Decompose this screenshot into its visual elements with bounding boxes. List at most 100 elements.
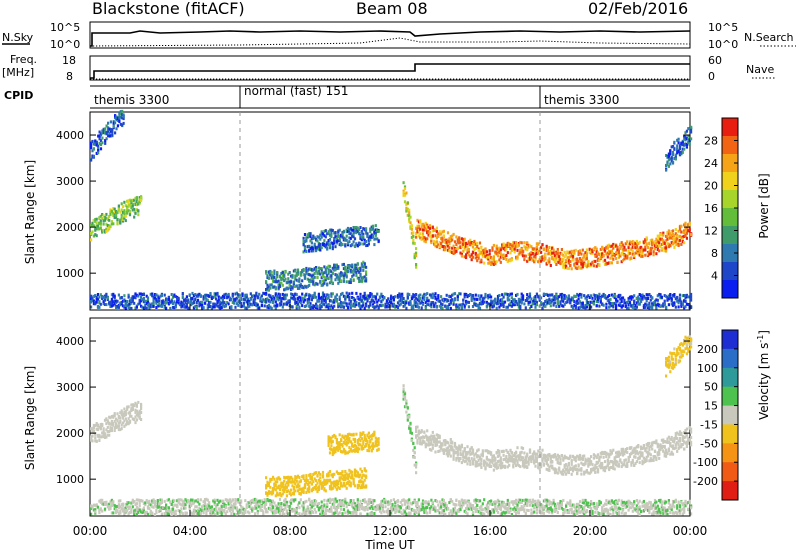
heatmap-cell	[352, 432, 355, 436]
heatmap-cell	[445, 299, 448, 303]
heatmap-cell	[269, 305, 272, 309]
heatmap-cell	[417, 432, 420, 436]
heatmap-cell	[258, 292, 261, 296]
heatmap-cell	[423, 430, 426, 434]
heatmap-cell	[594, 254, 597, 258]
heatmap-cell	[278, 293, 282, 297]
heatmap-cell	[569, 250, 572, 254]
heatmap-cell	[283, 475, 286, 479]
heatmap-cell	[573, 300, 576, 304]
heatmap-cell	[210, 305, 213, 309]
heatmap-cell	[401, 300, 404, 304]
heatmap-cell	[290, 475, 293, 479]
heatmap-cell	[684, 142, 687, 146]
heatmap-cell	[481, 254, 484, 258]
heatmap-cell	[342, 301, 345, 305]
heatmap-cell	[285, 490, 288, 493]
heatmap-cell	[434, 229, 437, 232]
heatmap-cell	[294, 274, 297, 278]
heatmap-cell	[487, 257, 490, 261]
heatmap-cell	[342, 262, 345, 266]
heatmap-cell	[309, 268, 312, 271]
heatmap-cell	[627, 297, 630, 301]
heatmap-cell	[441, 306, 444, 310]
heatmap-cell	[133, 418, 136, 422]
heatmap-cell	[353, 468, 357, 472]
heatmap-cell	[684, 221, 687, 225]
heatmap-cell	[373, 300, 376, 304]
heatmap-cell	[310, 305, 313, 309]
heatmap-cell	[491, 248, 494, 252]
heatmap-cell	[390, 301, 393, 305]
heatmap-cell	[356, 276, 359, 280]
heatmap-cell	[501, 245, 504, 249]
heatmap-cell	[419, 297, 422, 300]
heatmap-cell	[438, 230, 441, 234]
heatmap-cell	[510, 292, 513, 296]
heatmap-cell	[176, 297, 179, 300]
heatmap-cell	[359, 439, 362, 443]
heatmap-cell	[91, 296, 94, 300]
heatmap-cell	[321, 475, 325, 479]
heatmap-cell	[442, 439, 445, 443]
heatmap-cell	[660, 248, 663, 252]
heatmap-cell	[333, 231, 336, 235]
heatmap-cell	[442, 448, 445, 452]
heatmap-cell	[206, 303, 209, 307]
heatmap-cell	[302, 268, 305, 271]
heatmap-cell	[99, 139, 103, 143]
heatmap-cell	[455, 450, 458, 454]
heatmap-cell	[469, 255, 472, 259]
heatmap-cell	[327, 241, 330, 245]
heatmap-cell	[428, 435, 432, 439]
heatmap-cell	[467, 459, 470, 463]
heatmap-cell	[431, 226, 434, 230]
heatmap-cell	[306, 284, 309, 288]
heatmap-cell	[509, 457, 512, 461]
heatmap-cell	[494, 260, 497, 264]
heatmap-cell	[627, 299, 630, 303]
heatmap-cell	[381, 295, 384, 299]
heatmap-cell	[135, 200, 138, 204]
heatmap-cell	[635, 249, 638, 253]
heatmap-cell	[463, 247, 466, 251]
heatmap-cell	[358, 267, 361, 271]
heatmap-cell	[312, 304, 315, 308]
heatmap-cell	[626, 240, 629, 244]
heatmap-cell	[520, 241, 523, 245]
heatmap-cell	[441, 448, 444, 452]
heatmap-cell	[423, 440, 426, 444]
heatmap-cell	[285, 481, 288, 485]
heatmap-cell	[483, 296, 486, 300]
heatmap-cell	[101, 216, 104, 220]
heatmap-cell	[109, 300, 112, 304]
heatmap-cell	[480, 260, 483, 264]
heatmap-cell	[465, 459, 468, 463]
heatmap-cell	[283, 488, 286, 492]
heatmap-cell	[369, 303, 372, 307]
heatmap-cell	[412, 306, 415, 310]
heatmap-cell	[623, 257, 626, 261]
heatmap-cell	[267, 484, 270, 487]
heatmap-cell	[137, 411, 140, 415]
heatmap-cell	[134, 421, 137, 425]
heatmap-cell	[383, 296, 386, 300]
heatmap-cell	[117, 209, 120, 212]
heatmap-cell	[638, 253, 641, 257]
heatmap-cell	[484, 294, 487, 298]
heatmap-cell	[116, 117, 119, 120]
heatmap-cell	[270, 306, 273, 310]
heatmap-cell	[115, 299, 118, 303]
heatmap-cell	[123, 294, 126, 298]
heatmap-cell	[349, 470, 352, 474]
heatmap-cell	[233, 298, 236, 302]
heatmap-cell	[467, 249, 470, 253]
heatmap-cell	[94, 302, 97, 306]
heatmap-cell	[474, 460, 477, 464]
heatmap-cell	[119, 411, 122, 415]
heatmap-cell	[305, 239, 308, 243]
heatmap-cell	[419, 220, 422, 224]
heatmap-cell	[687, 223, 690, 227]
heatmap-cell	[390, 296, 393, 300]
heatmap-cell	[183, 305, 186, 309]
